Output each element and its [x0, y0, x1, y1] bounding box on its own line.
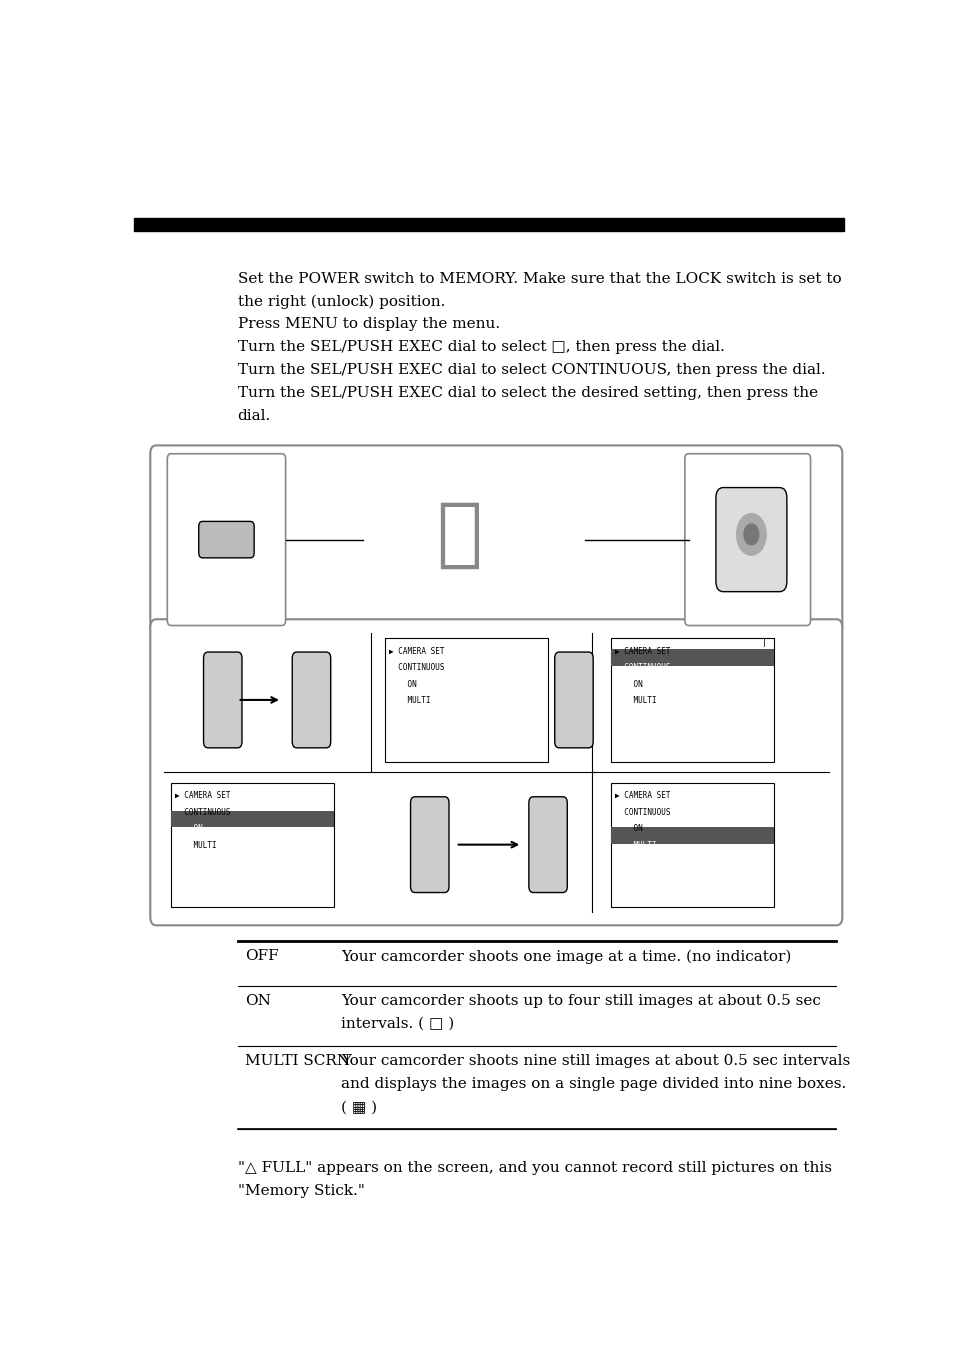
Text: the right (unlock) position.: the right (unlock) position. [237, 295, 444, 308]
Circle shape [743, 525, 758, 545]
Bar [610, 649, 773, 667]
Bar [171, 811, 334, 827]
Text: ▶ CAMERA SET: ▶ CAMERA SET [174, 791, 230, 800]
Text: Press MENU to display the menu.: Press MENU to display the menu. [237, 318, 499, 331]
Text: ( ▦ ): ( ▦ ) [341, 1101, 376, 1114]
Bar [610, 827, 773, 844]
Text: ▶ CAMERA SET: ▶ CAMERA SET [614, 791, 669, 800]
Bar [133, 219, 842, 231]
Text: ON: ON [245, 994, 271, 1009]
Text: ON: ON [389, 680, 416, 688]
Text: ON: ON [174, 825, 202, 833]
Text: Turn the SEL/PUSH EXEC dial to select □, then press the dial.: Turn the SEL/PUSH EXEC dial to select □,… [237, 341, 723, 354]
Text: and displays the images on a single page divided into nine boxes.: and displays the images on a single page… [341, 1078, 845, 1091]
Text: MULTI: MULTI [614, 696, 656, 706]
Text: ON: ON [614, 825, 641, 833]
FancyBboxPatch shape [203, 652, 242, 748]
Text: CONTINUOUS: CONTINUOUS [174, 807, 230, 817]
Text: "△ FULL" appears on the screen, and you cannot record still pictures on this: "△ FULL" appears on the screen, and you … [237, 1160, 831, 1175]
Text: MULTI: MULTI [389, 696, 431, 706]
Text: CONTINUOUS: CONTINUOUS [614, 807, 669, 817]
Text: Set the POWER switch to MEMORY. Make sure that the LOCK switch is set to: Set the POWER switch to MEMORY. Make sur… [237, 272, 841, 285]
Text: CONTINUOUS: CONTINUOUS [614, 662, 669, 672]
Text: MULTI: MULTI [614, 841, 656, 850]
FancyBboxPatch shape [167, 454, 285, 626]
Text: Your camcorder shoots one image at a time. (no indicator): Your camcorder shoots one image at a tim… [341, 949, 791, 964]
Bar [385, 638, 547, 763]
Text: Turn the SEL/PUSH EXEC dial to select the desired setting, then press the: Turn the SEL/PUSH EXEC dial to select th… [237, 387, 817, 400]
Text: Turn the SEL/PUSH EXEC dial to select CONTINUOUS, then press the dial.: Turn the SEL/PUSH EXEC dial to select CO… [237, 364, 824, 377]
Text: Your camcorder shoots up to four still images at about 0.5 sec: Your camcorder shoots up to four still i… [341, 994, 821, 1009]
FancyBboxPatch shape [528, 796, 567, 892]
Text: "Memory Stick.": "Memory Stick." [237, 1183, 364, 1198]
Bar [610, 783, 773, 907]
Text: ON: ON [614, 680, 641, 688]
Bar [171, 783, 334, 907]
Text: intervals. ( □ ): intervals. ( □ ) [341, 1017, 454, 1032]
FancyBboxPatch shape [151, 445, 841, 634]
Text: Your camcorder shoots nine still images at about 0.5 sec intervals: Your camcorder shoots nine still images … [341, 1055, 849, 1068]
Text: ▶ CAMERA SET: ▶ CAMERA SET [389, 646, 444, 656]
Text: MULTI: MULTI [174, 841, 216, 850]
Circle shape [736, 514, 765, 556]
Text: dial.: dial. [237, 408, 271, 423]
Text: CONTINUOUS: CONTINUOUS [389, 662, 444, 672]
FancyBboxPatch shape [151, 619, 841, 925]
Text: ▶ CAMERA SET: ▶ CAMERA SET [614, 646, 669, 656]
Text: |: | [762, 638, 765, 648]
FancyBboxPatch shape [292, 652, 331, 748]
Text: 📷: 📷 [436, 498, 482, 572]
FancyBboxPatch shape [684, 454, 810, 626]
FancyBboxPatch shape [554, 652, 593, 748]
FancyBboxPatch shape [410, 796, 449, 892]
Bar [610, 638, 773, 763]
Text: MULTI SCRN: MULTI SCRN [245, 1055, 350, 1068]
Text: OFF: OFF [245, 949, 278, 963]
FancyBboxPatch shape [715, 488, 786, 592]
FancyBboxPatch shape [198, 522, 253, 558]
